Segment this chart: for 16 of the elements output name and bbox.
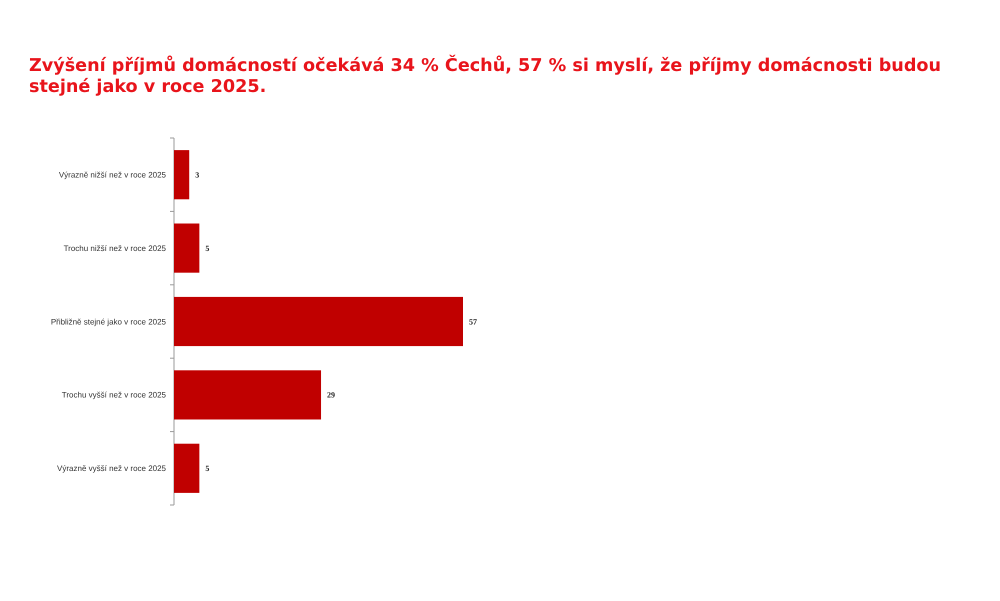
chart-title: Zvýšení příjmů domácností očekává 34 % Čechů, 57 % si myslí, že příjmy domácnosti budou stejné jako v roce 2025.	[29, 56, 942, 98]
y-tick-label: Výrazně vyšší než v roce 2025	[57, 464, 167, 474]
data-label: 5	[205, 464, 210, 474]
bar	[174, 296, 463, 346]
data-label: 29	[327, 390, 336, 400]
y-tick-label: Výrazně nižší než v roce 2025	[58, 170, 167, 180]
data-label: 5	[205, 244, 210, 253]
data-label: 3	[195, 170, 200, 180]
y-tick-label: Trochu vyšší než v roce 2025	[62, 390, 167, 400]
bar	[174, 150, 190, 200]
bar	[174, 224, 200, 273]
data-label: 57	[469, 317, 477, 326]
bar	[174, 444, 200, 493]
bar	[174, 370, 322, 420]
y-tick-label: Trochu nižší než v roce 2025	[64, 244, 167, 253]
y-tick-label: Přibližně stejné jako v roce 2025	[50, 317, 167, 326]
